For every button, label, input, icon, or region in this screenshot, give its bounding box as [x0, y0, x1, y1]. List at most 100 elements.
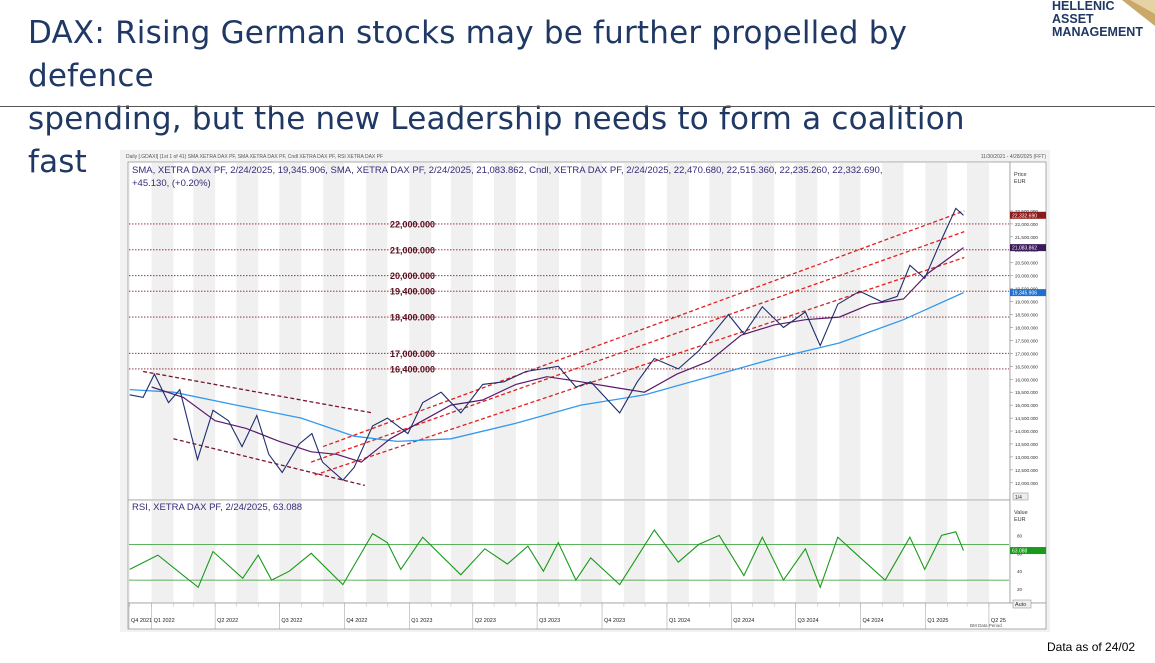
month-band-rsi — [151, 501, 174, 602]
price-level-label: 16,400.000 — [390, 364, 435, 374]
price-level-label: 20,000.000 — [390, 271, 435, 281]
quarter-label: Q4 2021 — [131, 618, 152, 624]
rsi-axis-title: Value — [1014, 510, 1028, 516]
y-tick-label: 12,000.000 — [1015, 481, 1038, 486]
y-tick-label: 22,500.000 — [1015, 209, 1038, 214]
y-tick-label: 22,000.000 — [1015, 222, 1038, 227]
quarter-label: Q1 2025 — [927, 618, 948, 624]
y-tick-label: 12,500.000 — [1015, 468, 1038, 473]
price-level-label: 22,000.000 — [390, 219, 435, 229]
month-band-rsi — [623, 501, 646, 602]
auto-scale-button[interactable] — [1012, 599, 1032, 609]
y-tick-label: 18,500.000 — [1015, 313, 1038, 318]
dax-chart: 22,000.000 21,000.000 20,000.000 19,400.000… — [120, 150, 1050, 632]
rsi-panel — [127, 499, 1011, 604]
logo-line2: ASSET — [1052, 12, 1094, 26]
y-tick-label: 20,000.000 — [1015, 274, 1038, 279]
chart-meta-left: Daily [.GDAXI] (1st 1 of 41) SMA XETRA D… — [126, 154, 383, 160]
month-band-rsi — [666, 501, 689, 602]
trendline-channel-lower — [314, 256, 965, 476]
month-band-rsi — [967, 501, 989, 602]
month-band-price — [537, 163, 559, 499]
month-band-price — [882, 163, 904, 499]
zoom-button[interactable] — [1012, 492, 1029, 501]
month-band-price — [709, 163, 732, 499]
logo-shape — [1122, 0, 1155, 26]
price-panel — [127, 161, 1011, 501]
price-value-tag — [1010, 289, 1046, 297]
rsi-tick-label: 80 — [1017, 533, 1023, 538]
rsi-tick-label: 20 — [1017, 587, 1023, 592]
rsi-value-tag — [1010, 547, 1046, 555]
slide-title-line2: spending, but the new Leadership needs t… — [28, 101, 965, 180]
y-tick-label: 14,000.000 — [1015, 429, 1038, 434]
month-band-rsi — [580, 501, 603, 602]
month-band-price — [279, 163, 302, 499]
y-tick-label: 15,500.000 — [1015, 390, 1038, 395]
month-band-rsi — [709, 501, 732, 602]
price-candle-line — [129, 207, 964, 481]
data-date-footnote: Data as of 24/02 — [1047, 640, 1136, 654]
price-level-label: 17,000.000 — [390, 349, 435, 359]
sma-slow-line — [129, 292, 964, 443]
slide-title-line1: DAX: Rising German stocks may be further… — [28, 15, 908, 94]
x-axis-panel — [127, 602, 1047, 630]
month-band-rsi — [752, 501, 775, 602]
month-band-price — [925, 163, 948, 499]
price-value-tag-label: 19,345.906 — [1012, 291, 1037, 297]
rsi-tick-label: 40 — [1017, 569, 1023, 574]
month-band-rsi — [494, 501, 516, 602]
quarter-label: Q2 25 — [991, 618, 1006, 624]
month-band-rsi — [925, 501, 948, 602]
price-value-tag — [1010, 244, 1046, 252]
zoom-label: 1/4 — [1015, 495, 1022, 501]
month-band-rsi — [839, 501, 861, 602]
quarter-label: Q3 2022 — [281, 618, 302, 624]
y-tick-label: 14,500.000 — [1015, 416, 1038, 421]
price-value-tag-label: 21,083.862 — [1012, 246, 1037, 252]
trendline-channel-middle — [310, 231, 965, 463]
quarter-label: Q4 2024 — [862, 618, 883, 624]
month-band-price — [151, 163, 174, 499]
month-band-rsi — [882, 501, 904, 602]
quarter-label: Q1 2023 — [411, 618, 432, 624]
logo-line1: HELLENIC — [1052, 0, 1115, 13]
price-legend-line2: +45.130, (+0.20%) — [132, 178, 211, 189]
month-band-price — [580, 163, 603, 499]
y-tick-label: 17,500.000 — [1015, 338, 1038, 343]
rsi-value-tag-label: 63.088 — [1012, 549, 1028, 555]
price-level-label: 19,400.000 — [390, 287, 435, 297]
y-tick-label: 13,000.000 — [1015, 455, 1038, 460]
sma-fast-line — [151, 247, 964, 463]
quarter-label: Q4 2022 — [346, 618, 367, 624]
quarter-label: Q2 2023 — [475, 618, 496, 624]
y-tick-label: 13,500.000 — [1015, 442, 1038, 447]
y-tick-label: 19,000.000 — [1015, 300, 1038, 305]
y-tick-label: 16,000.000 — [1015, 377, 1038, 382]
month-band-price — [450, 163, 473, 499]
y-tick-label: 18,000.000 — [1015, 325, 1038, 330]
trendline-channel-lower-2022 — [173, 438, 365, 487]
month-band-rsi — [236, 501, 259, 602]
logo-line3: MANAGEMENT — [1052, 25, 1143, 39]
month-band-price — [323, 163, 345, 499]
header-divider — [0, 106, 1155, 107]
quarter-label: Q1 2024 — [669, 618, 690, 624]
trendline-channel-upper — [322, 210, 965, 448]
month-band-rsi — [450, 501, 473, 602]
quarter-label: Q4 2023 — [604, 618, 625, 624]
month-band-price — [494, 163, 516, 499]
month-band-price — [236, 163, 259, 499]
y-axis-panel — [1009, 161, 1047, 604]
price-axis-title: Price — [1014, 172, 1027, 178]
y-tick-label: 15,000.000 — [1015, 403, 1038, 408]
rsi-line — [129, 529, 965, 589]
month-band-price — [967, 163, 989, 499]
quarter-label: Q3 2023 — [539, 618, 560, 624]
quarter-label: Q1 2022 — [154, 618, 175, 624]
quarter-label: Q2 2024 — [733, 618, 754, 624]
month-band-price — [409, 163, 432, 499]
month-band-price — [129, 163, 130, 499]
price-axis-unit: EUR — [1014, 179, 1026, 185]
month-band-rsi — [366, 501, 388, 602]
